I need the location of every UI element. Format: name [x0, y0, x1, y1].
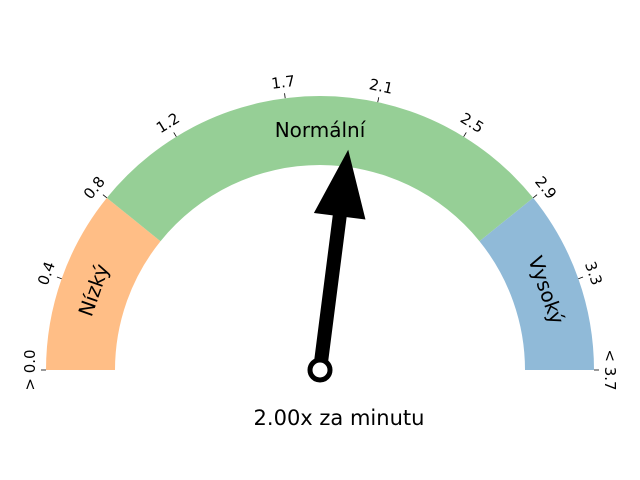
- tick-label: 2.1: [368, 75, 395, 98]
- tick-mark: [102, 194, 108, 199]
- band-label-normalni: Normální: [275, 118, 367, 142]
- tick-label: 0.4: [34, 259, 59, 287]
- band-vysoky: [479, 197, 594, 370]
- gauge-value-label: 2.00x za minutu: [254, 406, 425, 430]
- needle-arrow: [313, 149, 366, 365]
- tick-mark: [532, 194, 538, 199]
- tick-label: 2.5: [457, 109, 487, 137]
- tick-mark: [377, 97, 380, 103]
- tick-mark: [463, 132, 467, 137]
- gauge-needle: [307, 149, 366, 383]
- tick-label: 3.3: [581, 259, 606, 287]
- tick-label: < 3.7: [601, 349, 619, 390]
- needle-hub: [307, 357, 333, 383]
- tick-mark: [56, 276, 62, 280]
- tick-label: > 0.0: [21, 349, 39, 390]
- tick-mark: [284, 93, 286, 99]
- band-nizky: [46, 197, 161, 370]
- tick-label: 2.9: [531, 173, 560, 203]
- tick-mark: [578, 276, 584, 280]
- band-normalni: [106, 96, 534, 242]
- tick-label: 0.8: [80, 173, 109, 203]
- tick-mark: [173, 132, 177, 137]
- tick-label: 1.2: [153, 109, 183, 137]
- tick-label: 1.7: [270, 72, 296, 93]
